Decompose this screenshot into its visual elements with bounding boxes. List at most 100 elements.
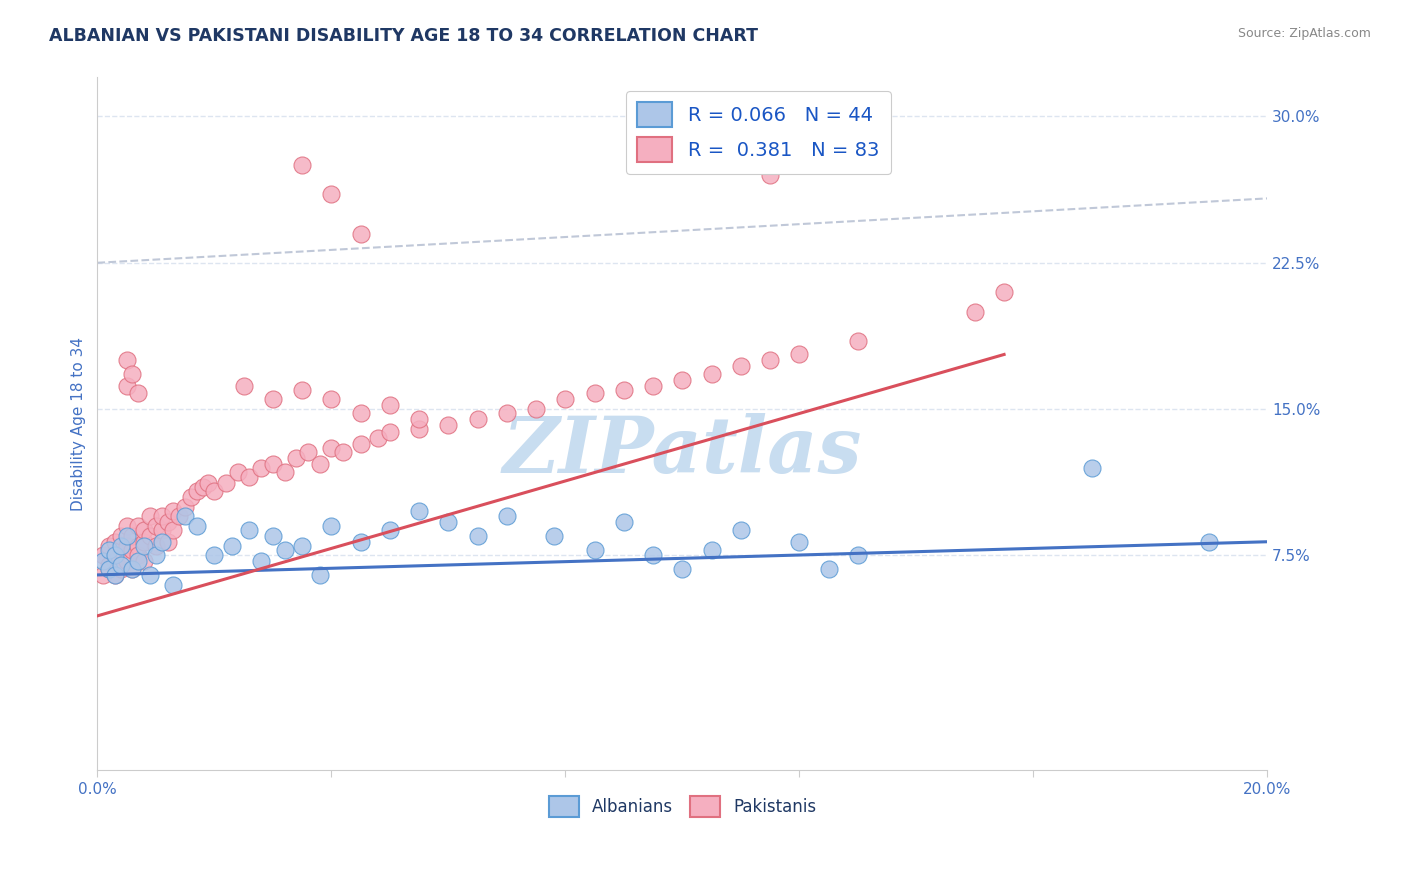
Point <box>202 549 225 563</box>
Point <box>817 562 839 576</box>
Point <box>250 460 273 475</box>
Point <box>367 431 389 445</box>
Legend: Albanians, Pakistanis: Albanians, Pakistanis <box>541 789 823 824</box>
Point <box>789 347 811 361</box>
Point <box>134 554 156 568</box>
Point <box>115 353 138 368</box>
Point <box>232 378 254 392</box>
Point <box>963 304 986 318</box>
Point <box>134 539 156 553</box>
Point <box>104 534 127 549</box>
Point <box>121 529 143 543</box>
Point <box>110 558 132 573</box>
Point <box>127 554 149 568</box>
Point <box>671 562 693 576</box>
Point <box>671 373 693 387</box>
Point <box>308 457 330 471</box>
Point <box>221 539 243 553</box>
Point <box>156 515 179 529</box>
Point <box>846 334 869 348</box>
Point <box>349 437 371 451</box>
Point <box>115 539 138 553</box>
Point <box>613 515 636 529</box>
Point <box>543 529 565 543</box>
Y-axis label: Disability Age 18 to 34: Disability Age 18 to 34 <box>72 336 86 511</box>
Point <box>262 457 284 471</box>
Point <box>308 568 330 582</box>
Point <box>162 523 184 537</box>
Point <box>238 470 260 484</box>
Point <box>139 568 162 582</box>
Point <box>643 378 665 392</box>
Point <box>167 509 190 524</box>
Point <box>115 529 138 543</box>
Point <box>91 568 114 582</box>
Point <box>110 562 132 576</box>
Point <box>467 412 489 426</box>
Point <box>583 542 606 557</box>
Point <box>297 445 319 459</box>
Point <box>121 367 143 381</box>
Point <box>643 549 665 563</box>
Point <box>150 509 173 524</box>
Point <box>495 406 517 420</box>
Point <box>197 476 219 491</box>
Text: ALBANIAN VS PAKISTANI DISABILITY AGE 18 TO 34 CORRELATION CHART: ALBANIAN VS PAKISTANI DISABILITY AGE 18 … <box>49 27 758 45</box>
Point <box>121 562 143 576</box>
Point <box>98 558 121 573</box>
Point <box>332 445 354 459</box>
Point <box>378 523 401 537</box>
Point <box>110 542 132 557</box>
Point <box>145 539 167 553</box>
Point <box>467 529 489 543</box>
Point <box>110 529 132 543</box>
Point <box>91 554 114 568</box>
Point <box>250 554 273 568</box>
Point <box>495 509 517 524</box>
Point <box>238 523 260 537</box>
Point <box>730 359 752 374</box>
Point <box>162 577 184 591</box>
Point <box>104 549 127 563</box>
Point <box>408 503 430 517</box>
Point <box>291 383 314 397</box>
Point <box>846 549 869 563</box>
Point <box>139 509 162 524</box>
Point <box>98 542 121 557</box>
Point <box>349 227 371 241</box>
Point <box>104 554 127 568</box>
Point <box>349 534 371 549</box>
Point <box>321 392 343 407</box>
Point <box>180 490 202 504</box>
Point <box>730 523 752 537</box>
Point <box>121 562 143 576</box>
Point <box>1081 460 1104 475</box>
Point <box>789 534 811 549</box>
Point <box>91 549 114 563</box>
Point <box>993 285 1015 299</box>
Point <box>226 465 249 479</box>
Point <box>104 549 127 563</box>
Point <box>145 549 167 563</box>
Point <box>150 534 173 549</box>
Point <box>186 519 208 533</box>
Point <box>127 549 149 563</box>
Text: Source: ZipAtlas.com: Source: ZipAtlas.com <box>1237 27 1371 40</box>
Point <box>321 519 343 533</box>
Point <box>202 483 225 498</box>
Point <box>139 529 162 543</box>
Point <box>134 523 156 537</box>
Point <box>273 542 295 557</box>
Point <box>759 353 782 368</box>
Point <box>115 378 138 392</box>
Point <box>262 529 284 543</box>
Point <box>115 519 138 533</box>
Point <box>583 386 606 401</box>
Point <box>349 406 371 420</box>
Point <box>174 509 197 524</box>
Point <box>127 386 149 401</box>
Point <box>321 187 343 202</box>
Point <box>524 402 547 417</box>
Point <box>262 392 284 407</box>
Point <box>145 519 167 533</box>
